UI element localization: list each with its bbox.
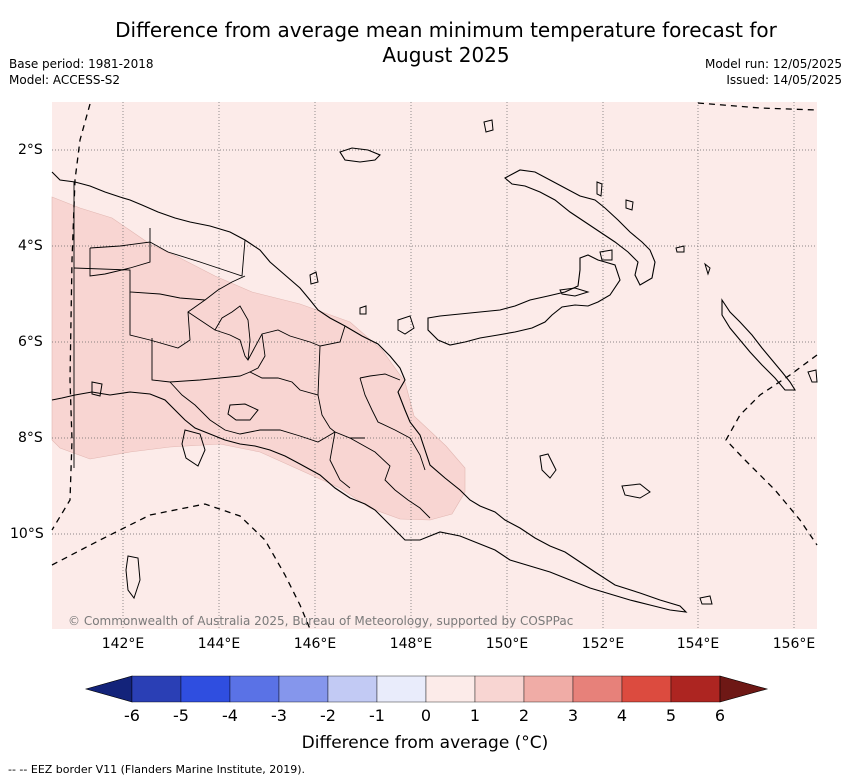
lon-tick-150e: 150°E: [485, 636, 529, 652]
lon-tick-148e: 148°E: [389, 636, 433, 652]
colorbar-segment: [572, 675, 623, 703]
colorbar-segment: [376, 675, 427, 703]
title-line-1: Difference from average mean minimum tem…: [115, 18, 777, 42]
lon-tick-156e: 156°E: [772, 636, 816, 652]
colorbar-tick-label: -2: [320, 706, 336, 725]
copyright-notice: © Commonwealth of Australia 2025, Bureau…: [68, 614, 574, 628]
colorbar-tick-label: -3: [271, 706, 287, 725]
colorbar-segment: [474, 675, 525, 703]
colorbar-segment: [278, 675, 329, 703]
lat-tick-10s: 10°S: [10, 526, 44, 542]
lat-tick-8s: 8°S: [18, 430, 43, 446]
lon-tick-146e: 146°E: [293, 636, 337, 652]
colorbar-segment: [180, 675, 231, 703]
lat-tick-4s: 4°S: [18, 238, 43, 254]
colorbar-extend-low: [84, 675, 133, 703]
colorbar-tick-label: -5: [173, 706, 189, 725]
colorbar-segment: [131, 675, 182, 703]
lon-tick-154e: 154°E: [676, 636, 720, 652]
colorbar-tick-label: 0: [420, 706, 432, 725]
lat-tick-6s: 6°S: [18, 334, 43, 350]
map-title: Difference from average mean minimum tem…: [90, 18, 802, 68]
bougainville: [721, 298, 796, 391]
colorbar-extend-high: [719, 675, 769, 703]
meta-left: Base period: 1981-2018 Model: ACCESS-S2: [9, 56, 154, 88]
colorbar-tick-label: -4: [222, 706, 238, 725]
colorbar-segment: [670, 675, 721, 703]
new-ireland: [504, 169, 656, 286]
issued-date: Issued: 14/05/2025: [726, 73, 842, 87]
lat-tick-2s: 2°S: [18, 142, 43, 158]
meta-right: Model run: 12/05/2025 Issued: 14/05/2025: [705, 56, 842, 88]
lon-tick-144e: 144°E: [197, 636, 241, 652]
colorbar-segment: [523, 675, 574, 703]
manus-island: [339, 147, 381, 163]
colorbar-segment: [425, 675, 476, 703]
model-name: Model: ACCESS-S2: [9, 73, 121, 87]
colorbar-segment: [327, 675, 378, 703]
province-borders: [73, 182, 431, 519]
colorbar-tick-label: 1: [469, 706, 481, 725]
anomaly-zone-1-2: [51, 196, 466, 521]
colorbar-tick-label: -6: [124, 706, 140, 725]
colorbar-tick-label: 3: [567, 706, 579, 725]
eez-footer-note: -- -- EEZ border V11 (Flanders Marine In…: [8, 763, 306, 776]
small-islands: [91, 119, 818, 605]
png-mainland: [51, 171, 688, 613]
lon-tick-152e: 152°E: [581, 636, 625, 652]
eez-borders: [51, 102, 818, 630]
colorbar-title: Difference from average (°C): [301, 733, 549, 753]
gridlines: [52, 102, 817, 629]
base-period: Base period: 1981-2018: [9, 57, 154, 71]
colorbar-tick-label: 6: [714, 706, 726, 725]
colorbar-tick-label: -1: [369, 706, 385, 725]
new-britain: [427, 254, 621, 346]
model-run: Model run: 12/05/2025: [704, 57, 842, 71]
colorbar-tick-label: 4: [616, 706, 628, 725]
colorbar-tick-label: 2: [518, 706, 530, 725]
colorbar-tick-label: 5: [665, 706, 677, 725]
colorbar-segment: [229, 675, 280, 703]
colorbar-segment: [621, 675, 672, 703]
lon-tick-142e: 142°E: [101, 636, 145, 652]
title-line-2: August 2025: [382, 43, 510, 67]
colorbar: [84, 675, 769, 703]
